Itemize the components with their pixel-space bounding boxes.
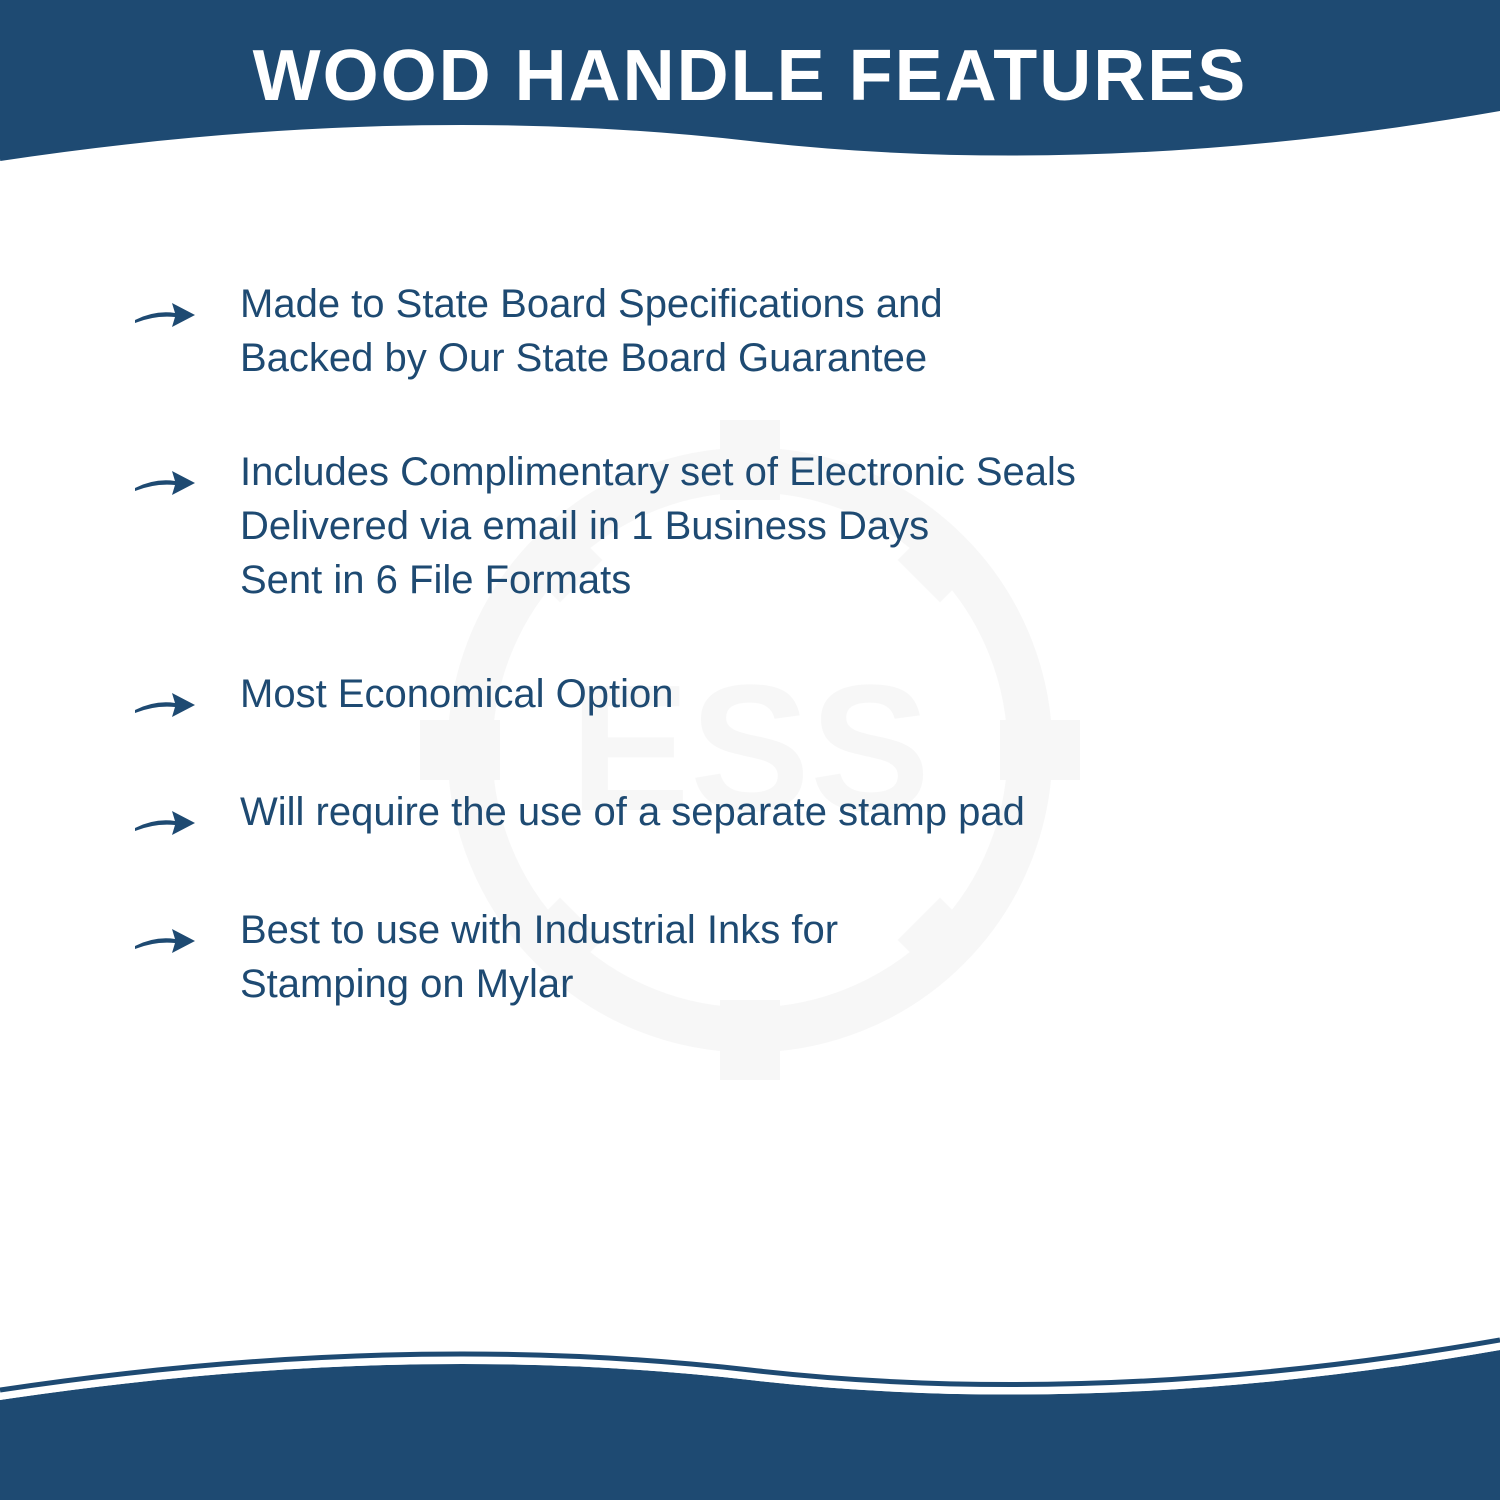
arrow-icon — [130, 675, 200, 725]
arrow-icon — [130, 453, 200, 503]
feature-line: Backed by Our State Board Guarantee — [240, 331, 943, 385]
features-list: Made to State Board Specifications andBa… — [0, 177, 1500, 1271]
feature-item-4: Best to use with Industrial Inks forStam… — [130, 903, 1370, 1011]
arrow-icon — [130, 793, 200, 843]
feature-item-3: Will require the use of a separate stamp… — [130, 785, 1370, 843]
wave-divider-top — [0, 99, 1500, 179]
feature-line: Most Economical Option — [240, 667, 674, 721]
feature-line: Includes Complimentary set of Electronic… — [240, 445, 1076, 499]
feature-text: Most Economical Option — [240, 667, 674, 721]
feature-item-1: Includes Complimentary set of Electronic… — [130, 445, 1370, 607]
feature-text: Made to State Board Specifications andBa… — [240, 277, 943, 385]
feature-line: Delivered via email in 1 Business Days — [240, 499, 1076, 553]
arrow-right-icon — [130, 453, 200, 503]
arrow-right-icon — [130, 911, 200, 961]
feature-text: Best to use with Industrial Inks forStam… — [240, 903, 838, 1011]
header-banner: WOOD HANDLE FEATURES — [0, 0, 1500, 177]
feature-line: Will require the use of a separate stamp… — [240, 785, 1025, 839]
arrow-right-icon — [130, 285, 200, 335]
feature-item-0: Made to State Board Specifications andBa… — [130, 277, 1370, 385]
arrow-right-icon — [130, 675, 200, 725]
feature-line: Best to use with Industrial Inks for — [240, 903, 838, 957]
feature-item-2: Most Economical Option — [130, 667, 1370, 725]
wave-divider-bottom — [0, 1320, 1500, 1500]
feature-line: Made to State Board Specifications and — [240, 277, 943, 331]
feature-text: Will require the use of a separate stamp… — [240, 785, 1025, 839]
arrow-icon — [130, 911, 200, 961]
feature-line: Sent in 6 File Formats — [240, 553, 1076, 607]
arrow-right-icon — [130, 793, 200, 843]
arrow-icon — [130, 285, 200, 335]
feature-text: Includes Complimentary set of Electronic… — [240, 445, 1076, 607]
feature-line: Stamping on Mylar — [240, 957, 838, 1011]
